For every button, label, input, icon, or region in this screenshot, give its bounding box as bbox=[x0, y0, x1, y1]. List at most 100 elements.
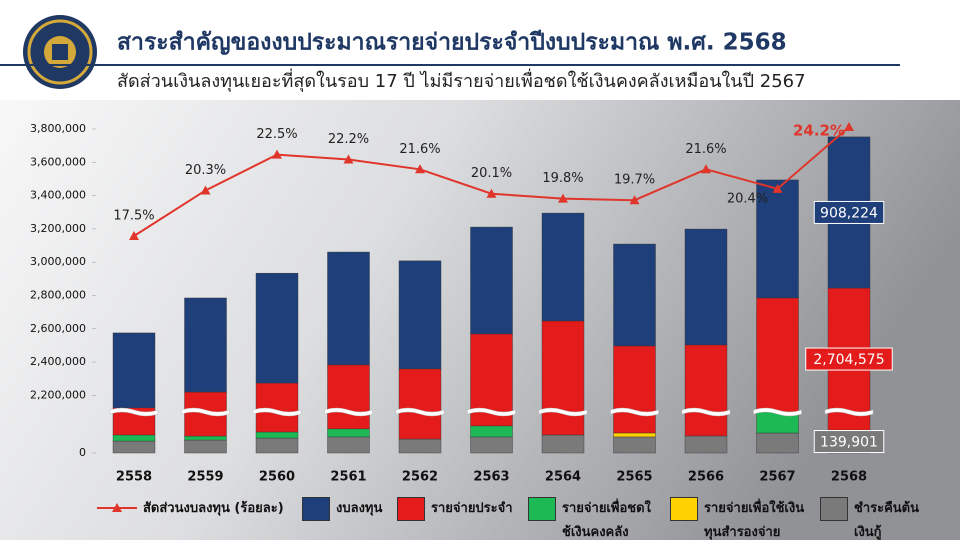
line-label: 19.7% bbox=[614, 173, 655, 188]
line-label: 17.5% bbox=[113, 209, 154, 224]
x-tick-label: 2562 bbox=[402, 470, 438, 485]
line-marker bbox=[844, 122, 854, 132]
legend-item: รายจ่ายเพื่อชดใช้เงินคงคลัง bbox=[528, 497, 658, 540]
line-marker bbox=[343, 154, 354, 164]
x-tick-label: 2566 bbox=[688, 470, 724, 485]
bar-segment bbox=[613, 436, 656, 454]
bar-segment bbox=[684, 435, 728, 454]
y-tick-label: 2,400,000 bbox=[30, 355, 86, 368]
bar-segment bbox=[541, 434, 585, 454]
bar-segment bbox=[112, 332, 156, 409]
x-tick-label: 2563 bbox=[473, 470, 509, 485]
legend-item: รายจ่ายประจำ bbox=[397, 497, 525, 521]
axis-break bbox=[395, 407, 445, 417]
bar-segment bbox=[613, 432, 656, 438]
line-marker bbox=[129, 231, 139, 240]
line-label: 20.4% bbox=[727, 191, 768, 206]
bar-segment bbox=[470, 425, 513, 438]
legend-label: งบลงทุน bbox=[336, 501, 383, 516]
axis-break bbox=[538, 407, 588, 417]
x-tick-label: 2561 bbox=[330, 470, 366, 485]
legend-label: ชำระคืนต้นเงินกู้ bbox=[854, 501, 919, 540]
axis-break bbox=[681, 407, 731, 417]
bar-segment bbox=[327, 251, 370, 366]
bar-segment bbox=[541, 212, 585, 322]
axis-break bbox=[610, 407, 659, 417]
line-label: 21.6% bbox=[685, 142, 726, 157]
x-tick-label: 2565 bbox=[616, 470, 652, 485]
axis-break bbox=[467, 407, 516, 417]
value-label: 2,704,575 bbox=[813, 352, 884, 368]
legend-swatch bbox=[397, 497, 425, 521]
bar-segment bbox=[613, 345, 656, 434]
bar-segment bbox=[470, 226, 513, 335]
bar-segment bbox=[184, 439, 227, 454]
legend-label: รายจ่ายเพื่อใช้เงินทุนสำรองจ่าย bbox=[704, 501, 805, 540]
y-tick-label: 2,600,000 bbox=[30, 322, 86, 335]
y-tick-label: 2,200,000 bbox=[30, 388, 86, 401]
legend-label: รายจ่ายประจำ bbox=[431, 501, 513, 516]
y-tick-label: 3,600,000 bbox=[30, 155, 86, 168]
bar-segment bbox=[756, 297, 799, 413]
x-tick-label: 2558 bbox=[116, 470, 152, 485]
logo bbox=[23, 15, 97, 89]
bar-segment bbox=[398, 368, 442, 440]
axis-break bbox=[753, 407, 802, 417]
bar-segment bbox=[112, 434, 156, 442]
y-tick-label: 3,000,000 bbox=[30, 255, 86, 268]
bar-segment bbox=[684, 228, 728, 346]
bar-segment bbox=[255, 437, 299, 454]
bar-segment bbox=[756, 432, 799, 454]
line-marker bbox=[558, 193, 568, 203]
value-label-box bbox=[805, 347, 893, 371]
legend-line bbox=[97, 497, 137, 519]
x-tick-label: 2567 bbox=[759, 470, 795, 485]
y-tick-label: 3,400,000 bbox=[30, 189, 86, 202]
line-marker bbox=[772, 183, 783, 193]
bar-segment bbox=[255, 431, 299, 439]
bar-segment bbox=[541, 320, 585, 436]
line-marker bbox=[486, 188, 497, 198]
legend-swatch bbox=[670, 497, 698, 521]
line-marker bbox=[701, 164, 711, 174]
legend-line-icon bbox=[97, 503, 137, 512]
bar-segment bbox=[470, 436, 513, 454]
subtitle: สัดส่วนเงินลงทุนเยอะที่สุดในรอบ 17 ปี ไม… bbox=[117, 68, 806, 92]
bar-segment bbox=[398, 260, 442, 370]
axis-break bbox=[824, 407, 874, 417]
line-marker bbox=[629, 195, 640, 205]
line-label: 20.1% bbox=[471, 166, 512, 181]
bar-segment bbox=[255, 272, 299, 384]
bar-segment bbox=[184, 435, 227, 441]
axis-break bbox=[181, 407, 230, 417]
legend-item: รายจ่ายเพื่อใช้เงินทุนสำรองจ่าย bbox=[670, 497, 810, 540]
bar-segment bbox=[398, 438, 442, 454]
y-tick-label: 3,200,000 bbox=[30, 222, 86, 235]
line-label: 21.6% bbox=[399, 142, 440, 157]
bar-segment bbox=[327, 364, 370, 430]
bar-segment bbox=[684, 344, 728, 437]
bar-segment bbox=[184, 297, 227, 393]
line-label: 19.8% bbox=[542, 171, 583, 186]
bar-segment bbox=[327, 436, 370, 454]
title: สาระสำคัญของงบประมาณรายจ่ายประจำปีงบประม… bbox=[117, 30, 787, 56]
y-tick-label: 0 bbox=[79, 446, 86, 459]
legend-swatch bbox=[302, 497, 330, 521]
value-label: 139,901 bbox=[820, 435, 878, 451]
legend-label: สัดส่วนงบลงทุน (ร้อยละ) bbox=[143, 501, 284, 516]
axis-break bbox=[109, 407, 159, 417]
x-tick-label: 2559 bbox=[187, 470, 223, 485]
bar-segment bbox=[756, 179, 799, 299]
y-tick-label: 2,800,000 bbox=[30, 288, 86, 301]
line-marker bbox=[272, 149, 282, 159]
legend-swatch bbox=[820, 497, 848, 521]
bar-segment bbox=[112, 440, 156, 454]
line-label: 24.2% bbox=[793, 122, 845, 140]
legend-label: รายจ่ายเพื่อชดใช้เงินคงคลัง bbox=[562, 501, 651, 540]
bar-segment bbox=[255, 382, 299, 433]
line-label: 20.3% bbox=[185, 163, 226, 178]
legend-item: ชำระคืนต้นเงินกู้ bbox=[820, 497, 920, 540]
line-label: 22.2% bbox=[328, 132, 369, 147]
x-tick-label: 2568 bbox=[831, 470, 867, 485]
